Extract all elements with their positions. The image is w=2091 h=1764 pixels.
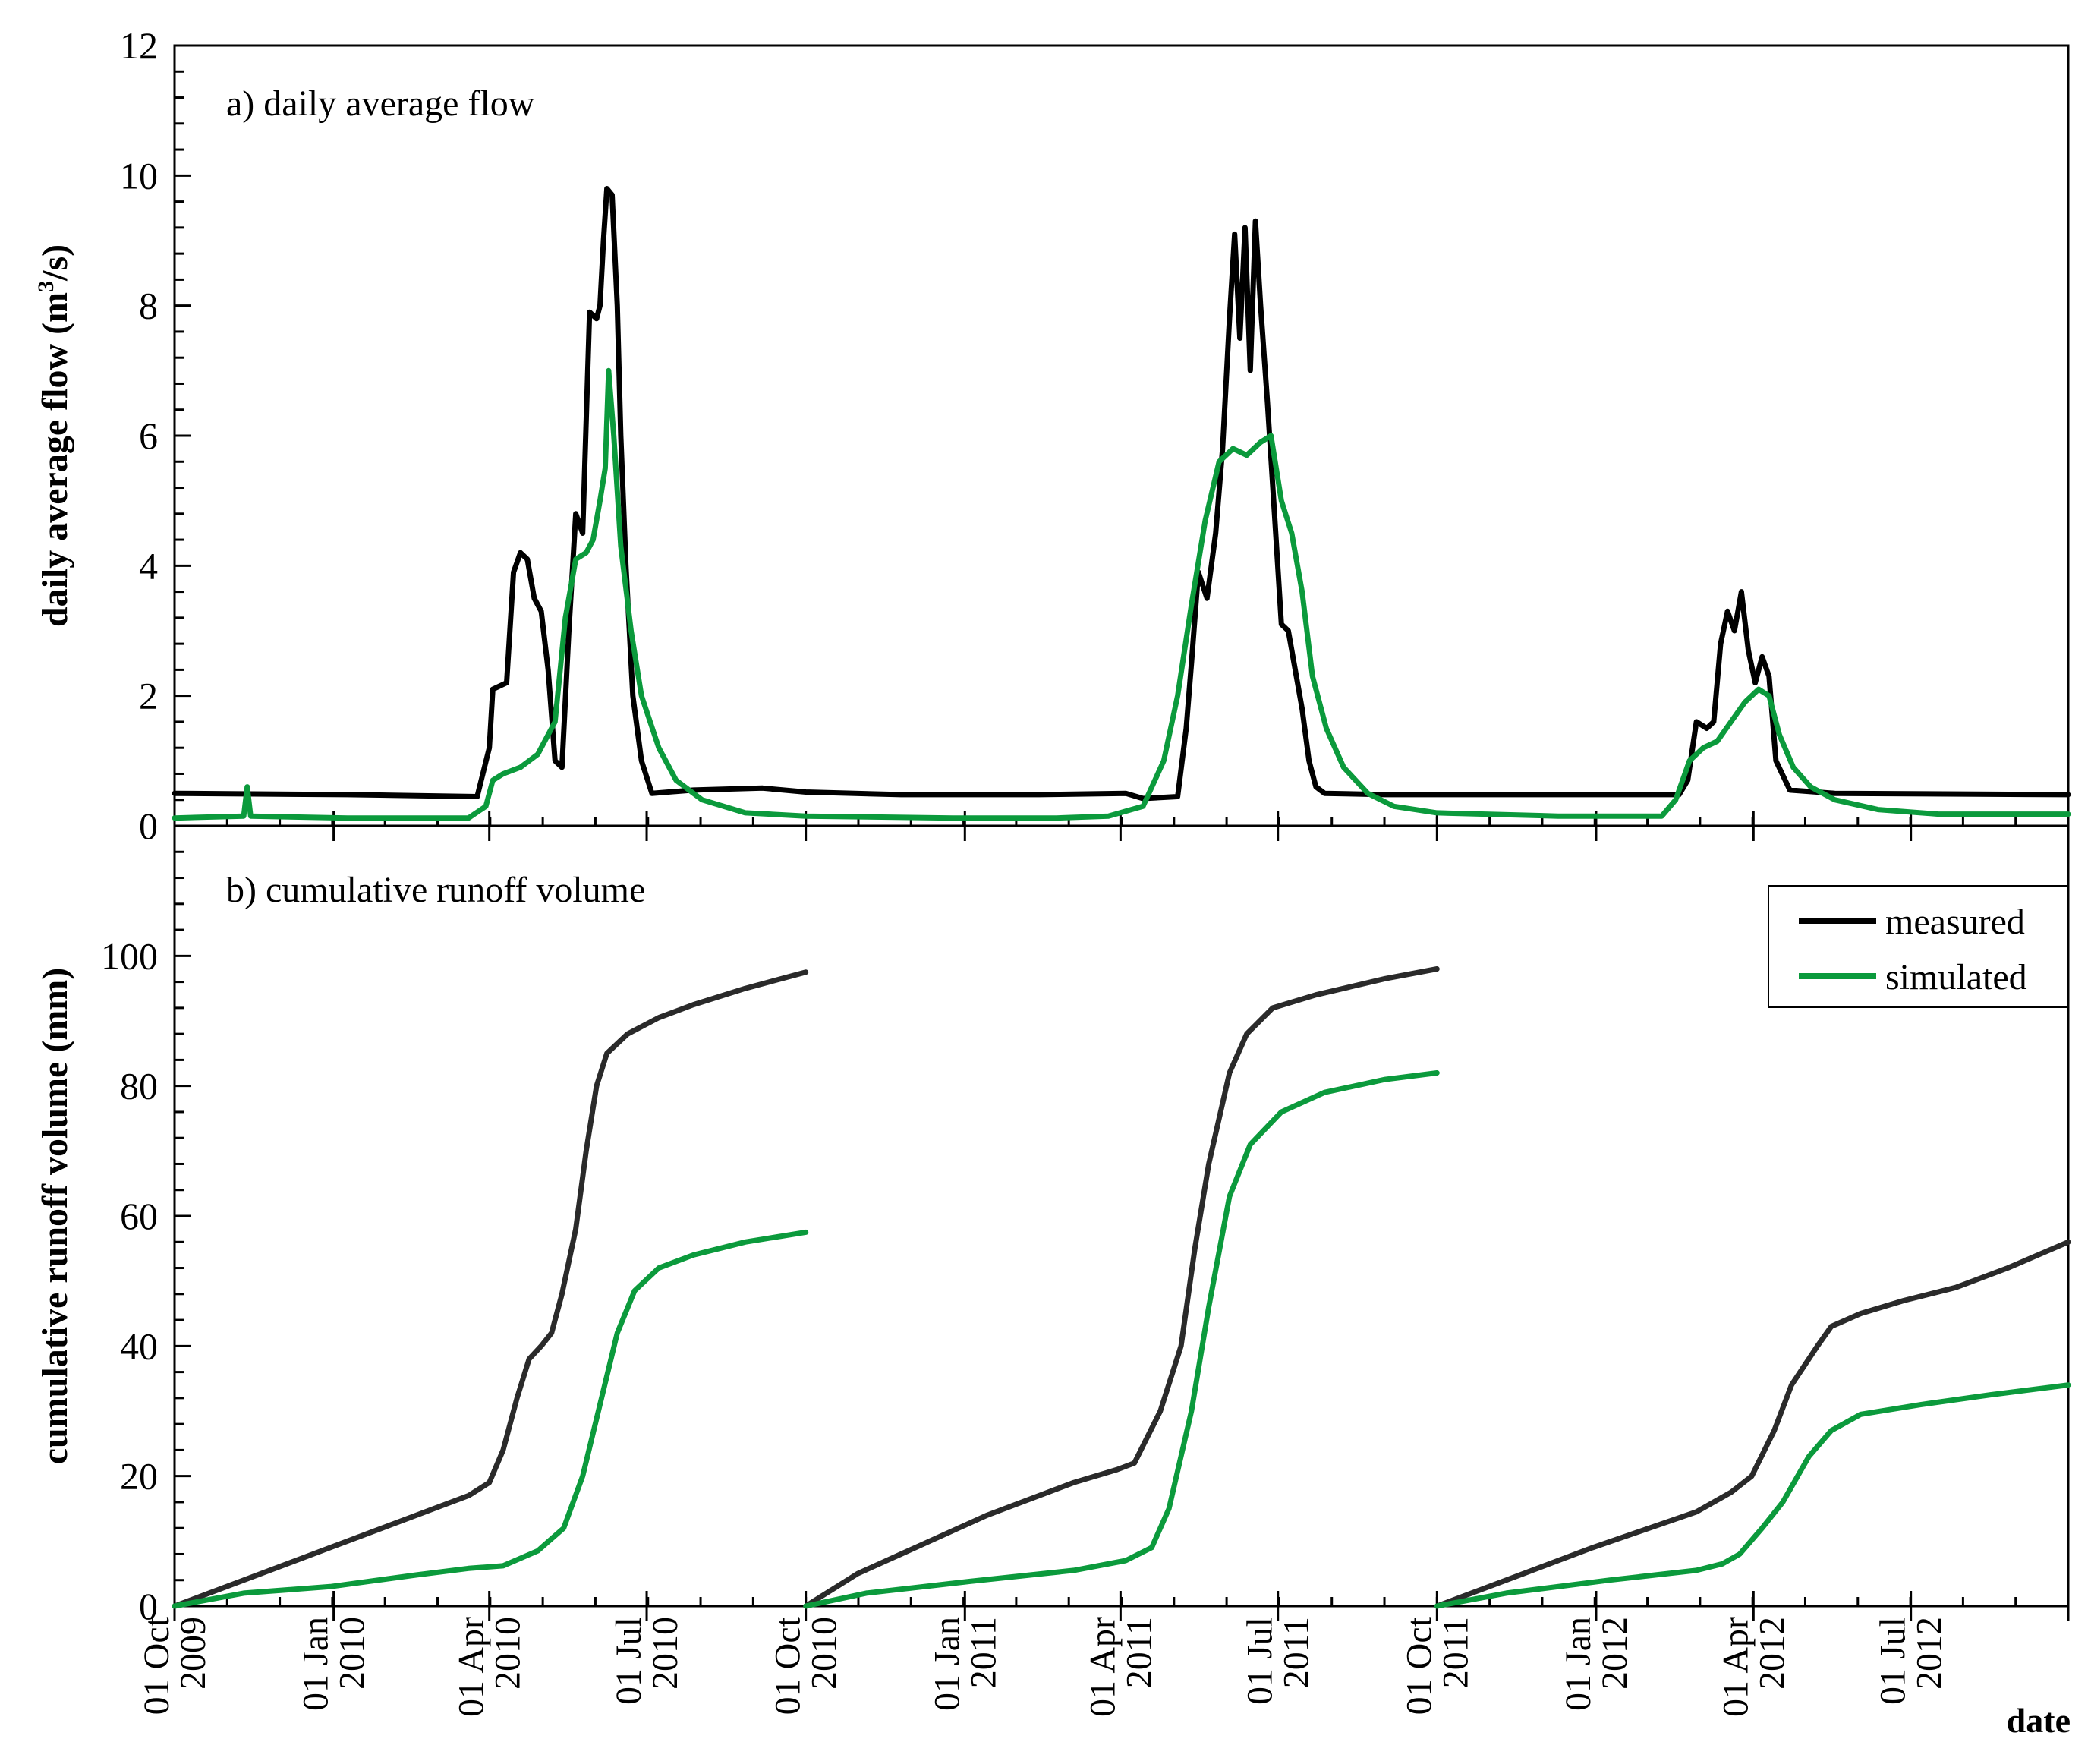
x-date-label-line2: 2012 (1910, 1617, 1950, 1690)
y-tick-label: 8 (139, 285, 158, 327)
x-date-label-line1: 01 Apr (452, 1617, 492, 1717)
x-date-label-line2: 2010 (805, 1617, 845, 1690)
y-tick-label: 80 (120, 1065, 158, 1107)
y-tick-label: 6 (139, 414, 158, 457)
panel-a-title: a) daily average flow (226, 83, 535, 124)
panel-a-frame (173, 44, 2070, 827)
panel-b-title: b) cumulative runoff volume (226, 870, 645, 910)
y-tick-label: 0 (139, 805, 158, 847)
y-tick-label: 60 (120, 1195, 158, 1237)
x-axis-title: date (2007, 1701, 2071, 1740)
panel-a-y-axis-title: daily average flow (m3/s) (33, 244, 75, 627)
series-measured-line-1 (172, 969, 809, 1609)
y-tick-label: 10 (120, 154, 158, 197)
y-tick-label: 4 (139, 544, 158, 587)
y-tick-label: 20 (120, 1455, 158, 1498)
panel-a-y-ticks: 0 2 4 6 8 10 12 (120, 24, 191, 847)
panel-b-y-axis-title: cumulative runoff volume (mm) (35, 968, 75, 1465)
x-date-label-line1: 01 Oct (1399, 1616, 1439, 1715)
panel-b-series (172, 966, 2071, 1609)
y-tick-label: 100 (101, 934, 158, 977)
panel-b-cumulative-volume: 0 20 40 60 80 100 b) cumulative runoff volume… (35, 824, 2071, 1627)
x-date-label-line1: 01 Apr (1715, 1617, 1756, 1717)
x-date-label-line1: 01 Jan (296, 1617, 336, 1711)
y-tick-label: 0 (139, 1585, 158, 1627)
y-tick-label: 40 (120, 1325, 158, 1367)
series-measured-line-2 (803, 966, 1440, 1609)
panel-b-x-ticks (173, 1591, 2070, 1621)
x-date-label-line1: 01 Oct (137, 1616, 177, 1715)
series-simulated-line (172, 367, 2071, 821)
x-date-label-line2: 2010 (332, 1617, 373, 1690)
x-date-label-line2: 2010 (645, 1617, 685, 1690)
series-measured-line (172, 186, 2071, 802)
legend-box (1768, 885, 2069, 1008)
x-date-label-line2: 2011 (1435, 1617, 1475, 1688)
legend-measured-label: measured (1885, 902, 2025, 942)
legend-simulated-label: simulated (1885, 957, 2027, 997)
x-date-label-line2: 2011 (1119, 1617, 1159, 1688)
x-date-label-line1: 01 Jul (1873, 1617, 1913, 1705)
x-date-label-line1: 01 Jan (927, 1617, 967, 1711)
x-date-label-line1: 01 Apr (1082, 1617, 1123, 1717)
x-date-label-line1: 01 Jul (609, 1617, 649, 1705)
series-simulated-line-2 (803, 1070, 1440, 1609)
series-simulated-line-3 (1434, 1382, 2071, 1609)
x-date-label-line2: 2011 (1277, 1617, 1317, 1688)
series-measured-line-3 (1434, 1239, 2071, 1609)
y-tick-label: 12 (120, 24, 158, 67)
x-date-label-line2: 2012 (1595, 1617, 1635, 1690)
y-tick-label: 2 (139, 675, 158, 717)
legend: measured simulated (1768, 885, 2069, 1008)
x-date-label-line1: 01 Jul (1240, 1617, 1280, 1705)
panel-b-y-ticks: 0 20 40 60 80 100 (101, 824, 191, 1627)
panel-a-series (172, 186, 2071, 821)
panel-a-daily-flow: 0 2 4 6 8 10 12 a) daily average flow daily av… (33, 24, 2071, 847)
x-date-label-line1: 01 Oct (768, 1616, 808, 1715)
x-date-label-line2: 2009 (173, 1617, 213, 1690)
x-date-label-line2: 2012 (1752, 1617, 1792, 1690)
x-date-label-line1: 01 Jan (1558, 1617, 1598, 1711)
series-simulated-line-1 (172, 1229, 809, 1609)
x-date-label-line2: 2010 (488, 1617, 528, 1690)
x-date-label-line2: 2011 (963, 1617, 1003, 1688)
